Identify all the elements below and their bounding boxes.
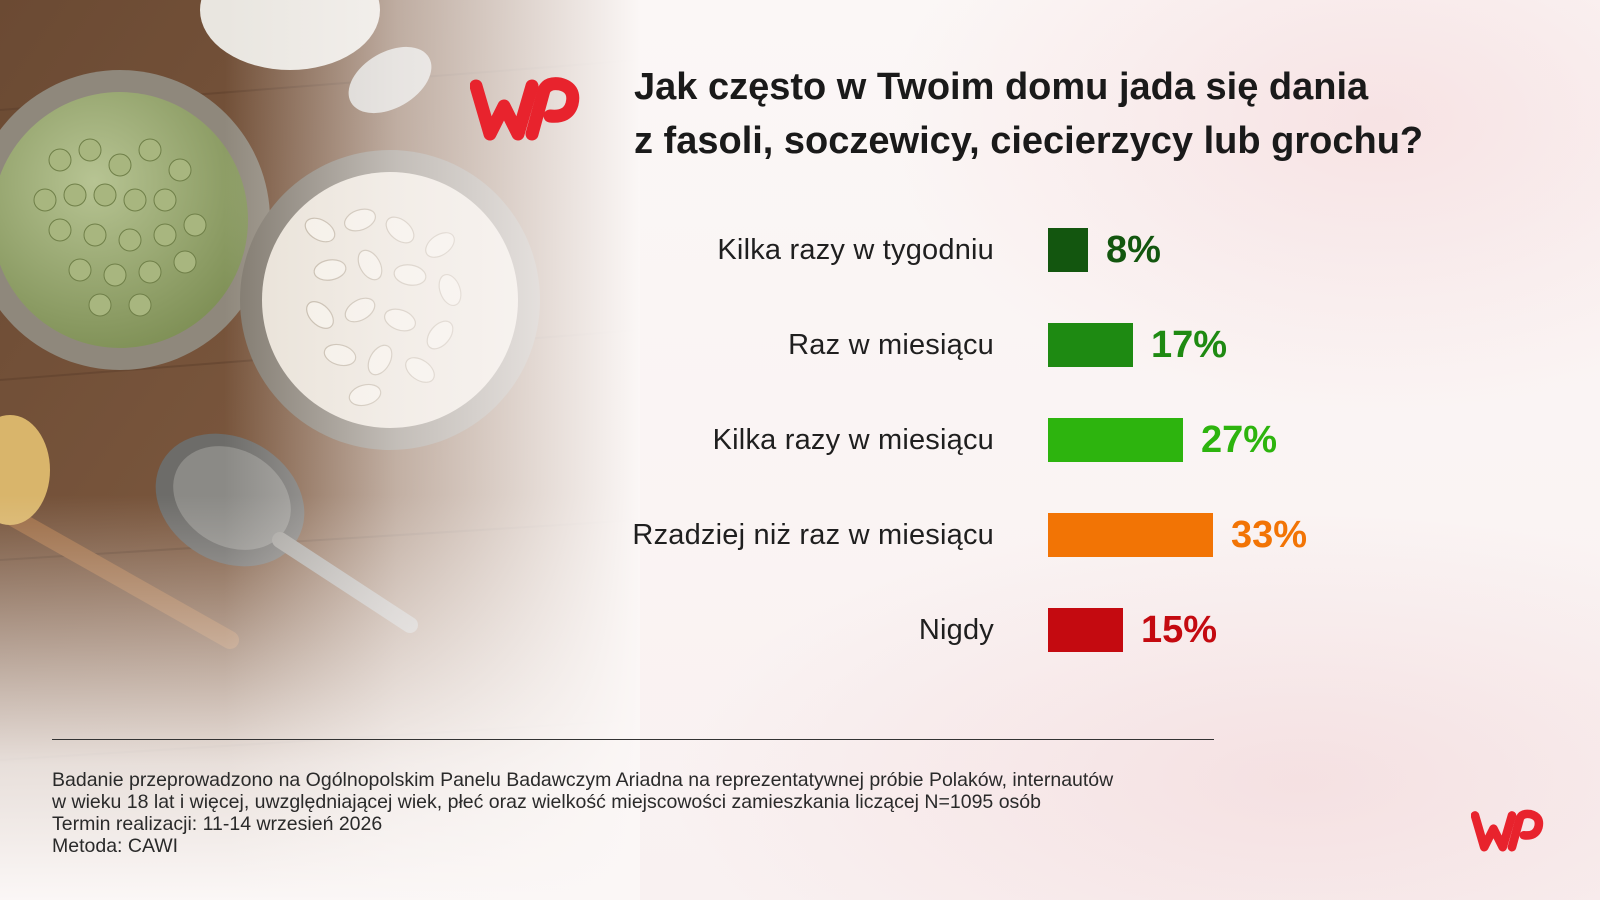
bar bbox=[1048, 323, 1133, 367]
wp-logo bbox=[470, 77, 580, 141]
footnote-line-4: Metoda: CAWI bbox=[52, 835, 179, 857]
category-label: Nigdy bbox=[918, 614, 994, 646]
title-line-1: Jak często w Twoim domu jada się dania bbox=[634, 66, 1369, 108]
category-label: Raz w miesiącu bbox=[788, 329, 994, 361]
title-line-2: z fasoli, soczewicy, ciecierzycy lub gro… bbox=[634, 120, 1424, 162]
background-photo bbox=[0, 0, 640, 900]
wp-logo-small bbox=[1471, 809, 1544, 852]
category-label: Kilka razy w tygodniu bbox=[717, 234, 994, 266]
bar bbox=[1048, 418, 1183, 462]
footer-divider bbox=[52, 739, 1214, 740]
methodology-note: Badanie przeprowadzono na Ogólnopolskim … bbox=[52, 769, 1232, 857]
footnote-line-1: Badanie przeprowadzono na Ogólnopolskim … bbox=[52, 769, 1114, 791]
bar bbox=[1048, 513, 1213, 557]
bar bbox=[1048, 228, 1088, 272]
value-label: 8% bbox=[1106, 229, 1161, 271]
footnote-line-2: w wieku 18 lat i więcej, uwzględniającej… bbox=[52, 791, 1041, 813]
category-label: Rzadziej niż raz w miesiącu bbox=[632, 519, 994, 551]
footnote-line-3: Termin realizacji: 11-14 wrzesień 2026 bbox=[52, 813, 383, 835]
value-label: 27% bbox=[1201, 419, 1278, 461]
value-label: 15% bbox=[1141, 609, 1218, 651]
value-label: 17% bbox=[1151, 324, 1228, 366]
page-title: Jak często w Twoim domu jada się dania z… bbox=[634, 60, 1534, 168]
value-label: 33% bbox=[1231, 514, 1308, 556]
category-label: Kilka razy w miesiącu bbox=[712, 424, 994, 456]
bar bbox=[1048, 608, 1123, 652]
